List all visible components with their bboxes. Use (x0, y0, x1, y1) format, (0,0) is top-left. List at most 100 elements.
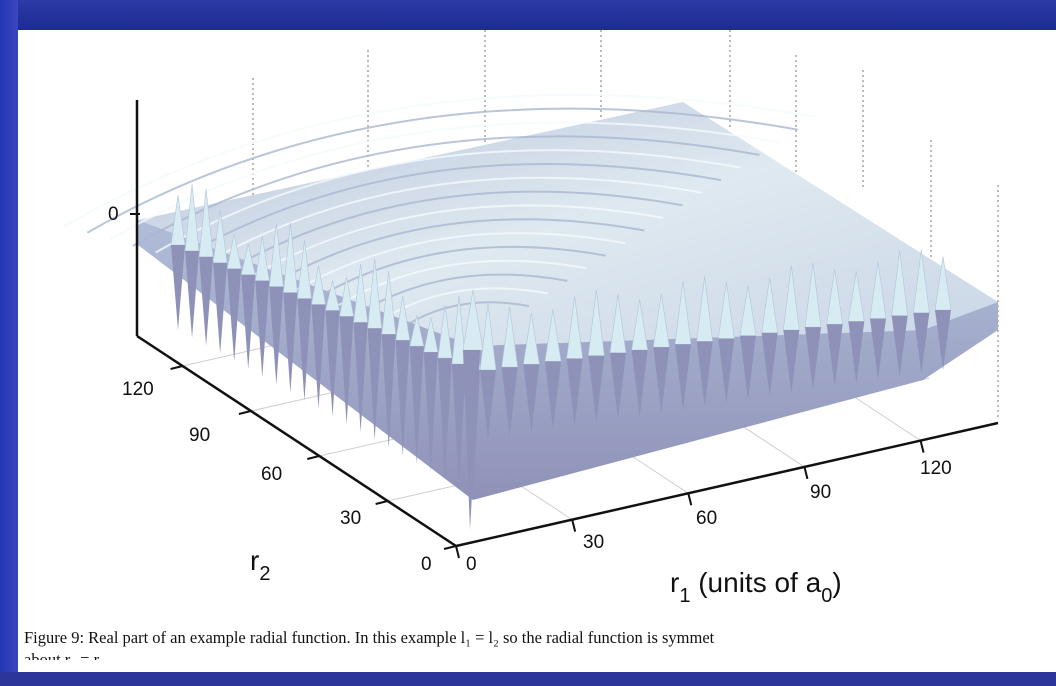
spike-down-left-5 (241, 274, 256, 370)
spike-up-left-17 (409, 315, 425, 347)
ripple-line-2 (360, 273, 568, 313)
r1-tick-label-60: 60 (696, 508, 717, 529)
corner-spike-down (463, 350, 480, 530)
surface-plot: 0 0 30 60 90 120 0 30 60 90 120 r2 r1 (u… (64, 30, 999, 607)
r2-tick-label-30: 30 (340, 508, 361, 529)
spikes-front-edge (462, 249, 952, 530)
spike-down-left-18 (423, 352, 438, 472)
r1-tick-3 (803, 466, 809, 480)
spike-down-front-3 (545, 361, 561, 430)
spike-down-left-17 (409, 346, 424, 464)
ripple-line-6 (269, 218, 645, 287)
ripple-line-4 (314, 245, 606, 300)
r2-tick-label-90: 90 (189, 425, 210, 446)
spike-down-front-8 (653, 347, 670, 414)
ripple-line-7 (246, 204, 664, 280)
spike-down-left-9 (297, 298, 312, 401)
r2-tick-4 (170, 365, 183, 370)
r1-tick-0 (455, 545, 460, 559)
spike-down-front-17 (848, 321, 865, 384)
spike-up-front-11 (717, 281, 735, 339)
r1-axis (455, 421, 999, 548)
spike-down-front-21 (935, 310, 951, 370)
spike-up-left-1 (184, 184, 200, 252)
surface-top-plane (138, 102, 998, 346)
spike-up-left-8 (283, 222, 298, 293)
r1-tick-label-30: 30 (583, 532, 604, 553)
spike-down-left-14 (367, 328, 382, 440)
spike-down-left-10 (311, 304, 326, 409)
left-band (0, 0, 18, 686)
r2-axis-label: r2 (250, 545, 270, 585)
spike-up-front-12 (739, 285, 757, 337)
spike-down-front-15 (805, 327, 821, 390)
ripple-line-12 (132, 135, 760, 247)
spike-up-left-3 (212, 209, 228, 264)
figure-caption-line2: about r₁ = r₂. (24, 650, 109, 660)
spike-down-front-20 (913, 312, 930, 374)
spike-up-left-11 (325, 280, 340, 311)
ripple-line-3 (337, 259, 587, 307)
r2-tick-label-120: 120 (122, 379, 154, 400)
spike-down-front-7 (631, 350, 648, 417)
spike-up-left-6 (254, 236, 270, 282)
spike-up-left-14 (367, 258, 382, 329)
spike-down-left-3 (213, 262, 228, 354)
spike-up-front-13 (761, 277, 779, 334)
spike-down-left-1 (185, 250, 200, 338)
bottom-band (0, 672, 1056, 686)
spike-down-front-16 (826, 324, 843, 387)
top-band (0, 0, 1056, 30)
r2-tick-2 (307, 455, 320, 460)
r2-tick-1 (375, 500, 388, 505)
spike-down-left-13 (353, 322, 368, 433)
z-tick-label-0: 0 (108, 204, 119, 225)
r1-tick-2 (687, 493, 693, 506)
spike-down-left-6 (255, 280, 270, 378)
spike-down-left-20 (451, 364, 466, 488)
spike-up-left-16 (395, 295, 411, 341)
spike-down-left-12 (339, 316, 354, 425)
ripple-line-15 (64, 93, 818, 227)
spike-up-front-18 (869, 261, 887, 319)
spike-down-left-15 (381, 334, 396, 448)
spike-down-front-9 (675, 344, 691, 410)
spike-down-left-19 (437, 358, 452, 480)
spike-down-front-0 (480, 370, 496, 440)
spike-up-left-19 (437, 305, 453, 359)
spike-down-left-7 (269, 286, 284, 385)
spike-down-left-16 (395, 340, 410, 456)
axes (135, 100, 999, 548)
r1-tick-label-90: 90 (810, 482, 831, 503)
spike-up-front-6 (609, 294, 627, 354)
spike-down-left-4 (227, 268, 242, 362)
r1-tick-label-0: 0 (466, 554, 477, 575)
r2-axis (136, 334, 457, 548)
spike-up-front-5 (587, 289, 605, 357)
spike-down-front-18 (870, 318, 886, 380)
spike-down-front-5 (588, 355, 605, 424)
r2-tick-label-0: 0 (421, 554, 432, 575)
figure-panel: 0 0 30 60 90 120 0 30 60 90 120 r2 r1 (u… (18, 30, 1056, 672)
ripple-line-0 (405, 301, 530, 326)
r2-tick-label-60: 60 (261, 464, 282, 485)
spike-up-front-20 (912, 249, 930, 314)
spike-down-front-2 (523, 364, 540, 434)
r2-tick-0 (443, 545, 457, 550)
r1-tick-4 (919, 440, 925, 453)
spike-down-left-0 (171, 245, 185, 330)
r1-tick-1 (571, 519, 577, 532)
spike-down-front-10 (696, 341, 713, 407)
spike-down-front-19 (891, 315, 908, 377)
ripple-line-9 (200, 176, 702, 267)
spike-down-front-6 (610, 352, 626, 420)
spike-down-left-11 (325, 310, 340, 417)
spike-up-left-9 (297, 240, 312, 299)
spike-down-left-8 (283, 292, 298, 393)
ripple-line-5 (291, 232, 626, 293)
ripple-line-10 (178, 162, 722, 260)
spike-down-front-13 (761, 332, 778, 397)
ripple-line-14 (86, 107, 798, 234)
figure-caption: Figure 9: Real part of an example radial… (24, 628, 715, 647)
r1-axis-label: r1 (units of a0) (670, 567, 842, 607)
